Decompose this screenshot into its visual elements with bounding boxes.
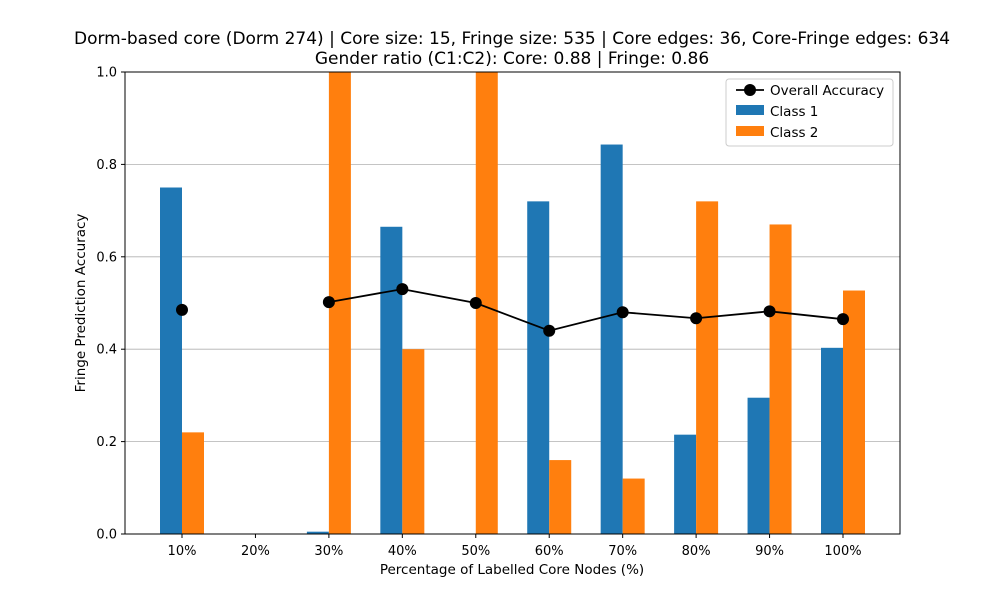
- bar-class-2: [696, 201, 719, 535]
- plot-frame: [124, 71, 901, 535]
- bar-class-2: [769, 224, 792, 534]
- chart-title-line-2: Gender ratio (C1:C2): Core: 0.88 | Fring…: [315, 49, 709, 69]
- x-tick-label: 40%: [388, 544, 417, 559]
- x-tick-label: 20%: [241, 544, 270, 559]
- legend-label-class-1: Class 1: [770, 104, 818, 120]
- legend-label-overall: Overall Accuracy: [770, 83, 884, 99]
- y-tick-label: 0.6: [96, 250, 117, 265]
- bar-class-1: [380, 226, 403, 534]
- y-tick-label: 0.2: [96, 435, 117, 450]
- x-tick-label: 90%: [755, 544, 784, 559]
- x-tick-label: 10%: [168, 544, 197, 559]
- bar-class-2: [402, 349, 425, 534]
- bar-class-2: [622, 478, 645, 534]
- x-tick-label: 50%: [461, 544, 490, 559]
- overall-accuracy-point: [322, 296, 335, 309]
- legend-swatch-class-1: [736, 105, 764, 115]
- x-axis-label: Percentage of Labelled Core Nodes (%): [380, 562, 644, 578]
- bar-class-1: [747, 397, 770, 534]
- legend-box: [725, 78, 894, 147]
- overall-accuracy-point: [616, 306, 629, 319]
- overall-accuracy-line: [176, 283, 849, 337]
- x-tick-label: 70%: [608, 544, 637, 559]
- bar-class-2: [475, 72, 498, 534]
- bar-class-1: [821, 347, 843, 534]
- bar-class-2: [328, 72, 351, 534]
- legend-label-class-2: Class 2: [770, 125, 818, 141]
- overall-accuracy-point: [690, 312, 703, 325]
- bar-class-2: [549, 460, 572, 534]
- legend: Overall Accuracy Class 1 Class 2: [725, 78, 894, 147]
- bar-class-2: [843, 290, 865, 534]
- overall-accuracy-point: [837, 313, 849, 326]
- x-ticks: 10% 20% 30% 40% 50% 60% 70% 80% 90% 100%: [168, 534, 862, 559]
- legend-swatch-class-2: [736, 126, 764, 136]
- overall-accuracy-point: [763, 305, 776, 318]
- bar-class-1: [600, 144, 623, 534]
- bars: [160, 72, 865, 535]
- x-tick-label: 30%: [314, 544, 343, 559]
- y-tick-label: 0.4: [96, 343, 117, 358]
- bar-class-2: [182, 432, 204, 534]
- y-tick-label: 1.0: [96, 66, 117, 81]
- x-tick-label: 100%: [824, 544, 861, 559]
- overall-accuracy-path: [328, 288, 844, 332]
- y-tick-label: 0.8: [96, 158, 117, 173]
- bar-class-1: [306, 531, 329, 534]
- x-tick-label: 80%: [682, 544, 711, 559]
- overall-accuracy-point: [543, 324, 556, 337]
- y-ticks: 0.0 0.2 0.4 0.6 0.8 1.0: [96, 66, 125, 543]
- bar-class-1: [527, 201, 550, 535]
- overall-accuracy-point: [176, 303, 188, 316]
- bar-class-1: [160, 187, 182, 534]
- y-tick-label: 0.0: [96, 528, 117, 543]
- x-tick-label: 60%: [535, 544, 564, 559]
- overall-accuracy-point: [396, 283, 409, 296]
- chart-title-line-1: Dorm-based core (Dorm 274) | Core size: …: [74, 29, 950, 49]
- bar-class-1: [674, 434, 697, 534]
- legend-marker-swatch: [744, 84, 756, 96]
- overall-accuracy-point: [469, 297, 482, 309]
- y-axis-label: Fringe Prediction Accuracy: [73, 214, 89, 393]
